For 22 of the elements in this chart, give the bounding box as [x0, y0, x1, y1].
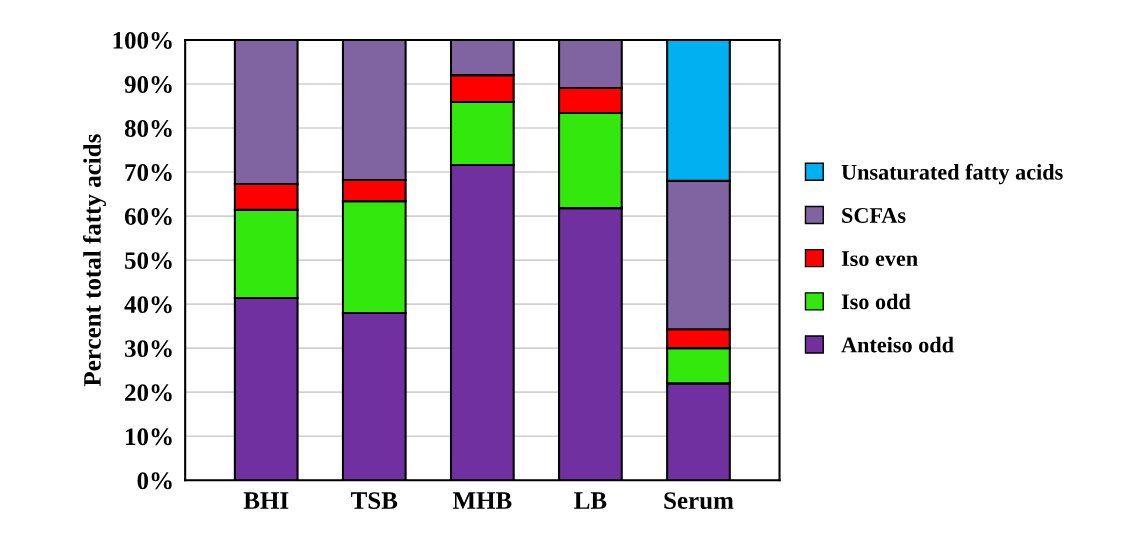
x-tick-label: LB: [574, 492, 607, 509]
y-tick-label: 20%: [125, 384, 172, 402]
legend-label: Iso odd: [841, 293, 911, 310]
y-axis-title: Percent total fatty acids: [83, 134, 106, 387]
y-tick-label: 10%: [126, 428, 172, 446]
y-tick-label: 50%: [125, 252, 172, 270]
legend-label: Iso even: [841, 251, 918, 267]
x-tick-label: MHB: [452, 492, 512, 509]
y-tick-label: 0%: [137, 472, 172, 490]
legend-label: Unsaturated fatty acids: [841, 163, 1063, 185]
x-tick-label: Serum: [664, 492, 734, 510]
y-tick-label: 30%: [125, 340, 172, 358]
y-tick-label: 60%: [124, 208, 172, 226]
y-tick-label: 40%: [124, 296, 172, 314]
y-tick-label: 80%: [124, 120, 172, 137]
y-tick-label: 70%: [125, 164, 172, 182]
x-tick-label: BHI: [243, 492, 289, 509]
legend-label: Anteiso odd: [841, 336, 954, 353]
x-tick-label: TSB: [351, 492, 398, 509]
y-tick-label: 100%: [113, 31, 172, 49]
legend-label: SCFAs: [842, 207, 906, 223]
y-tick-label: 90%: [124, 76, 172, 93]
